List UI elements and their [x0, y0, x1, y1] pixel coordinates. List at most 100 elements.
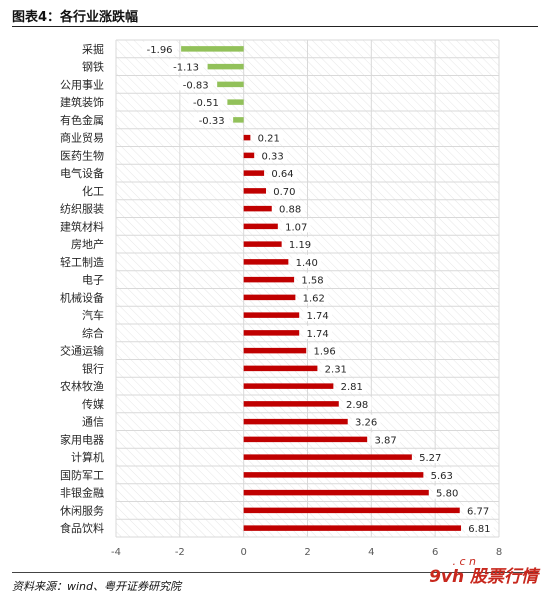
title-divider	[12, 26, 538, 27]
data-label-bg	[275, 201, 305, 215]
data-label-bg	[268, 166, 297, 180]
bar	[243, 507, 460, 514]
data-label: 1.62	[303, 293, 325, 304]
data-label-bg	[351, 414, 381, 428]
bar	[243, 454, 412, 460]
data-label: 1.07	[285, 222, 307, 233]
data-label: 6.81	[468, 524, 490, 535]
bar	[243, 436, 368, 443]
data-label: 1.40	[296, 258, 318, 269]
bar	[243, 241, 282, 247]
bar	[243, 134, 251, 141]
data-label: -0.33	[199, 116, 225, 127]
bar	[243, 259, 289, 265]
bar	[243, 418, 348, 425]
data-label: 2.81	[341, 382, 363, 393]
category-label: 家用电器	[60, 432, 104, 446]
x-tick-label: -2	[175, 547, 185, 558]
data-label-bg	[303, 308, 333, 322]
bar	[243, 401, 339, 407]
data-label: 0.64	[271, 169, 293, 180]
watermark-domain: . c n	[452, 555, 476, 568]
bar	[233, 117, 244, 123]
data-label-bg	[371, 432, 400, 446]
data-label: 3.87	[374, 435, 396, 446]
data-label-bg	[337, 379, 367, 393]
bar	[243, 188, 267, 194]
data-label: -1.96	[147, 45, 173, 56]
category-label: 电气设备	[60, 166, 104, 180]
data-label: 1.58	[301, 276, 323, 287]
category-label: 建筑装饰	[60, 95, 104, 109]
category-label: 纺织服装	[60, 202, 104, 216]
data-label-bg	[292, 254, 322, 268]
bar	[243, 383, 334, 389]
bar	[217, 81, 244, 88]
category-label: 国防军工	[60, 468, 104, 482]
category-label: 综合	[82, 326, 104, 340]
category-label: 银行	[82, 361, 104, 375]
category-label: 钢铁	[82, 61, 104, 74]
data-label-bg	[342, 396, 372, 410]
bar	[243, 276, 295, 283]
data-label-bg	[188, 95, 224, 109]
data-label: 0.33	[261, 151, 283, 162]
data-label: 1.74	[306, 311, 328, 322]
category-label: 休闲服务	[60, 503, 104, 517]
category-label: 交通运输	[60, 344, 104, 358]
category-label: 公用事业	[60, 78, 104, 91]
data-label-bg	[254, 130, 284, 144]
bar	[243, 152, 255, 159]
data-label: 0.21	[258, 134, 280, 145]
bar	[243, 170, 265, 176]
x-tick-label: 6	[432, 547, 438, 558]
category-label: 计算机	[71, 450, 104, 464]
data-label-bg	[142, 41, 178, 55]
data-label: 1.19	[289, 240, 311, 251]
data-label-bg	[310, 343, 340, 357]
data-label: 5.80	[436, 489, 458, 500]
category-label: 医药生物	[60, 148, 104, 162]
x-tick-label: 2	[304, 547, 310, 558]
chart-title: 图表4：各行业涨跌幅	[12, 10, 139, 25]
data-label-bg	[285, 237, 315, 251]
bar	[243, 365, 318, 372]
bar	[243, 294, 296, 301]
data-label-bg	[463, 503, 493, 517]
data-label-bg	[194, 112, 230, 126]
category-label: 食品饮料	[60, 521, 104, 535]
category-label: 轻工制造	[60, 255, 104, 269]
footer-divider	[12, 572, 538, 573]
data-label-bg	[321, 361, 351, 375]
bar	[181, 46, 244, 52]
data-label: 2.31	[325, 364, 347, 375]
data-label-bg	[298, 272, 327, 286]
data-label: 2.98	[346, 400, 368, 411]
data-label: -1.13	[173, 63, 199, 74]
data-label-bg	[258, 148, 287, 162]
data-label-bg	[465, 521, 494, 535]
data-label: -0.83	[183, 80, 209, 91]
bar	[243, 205, 272, 212]
bar	[207, 63, 244, 70]
category-label: 传媒	[82, 398, 104, 411]
category-label: 机械设备	[60, 290, 104, 304]
category-label: 非银金融	[60, 486, 104, 500]
source-note: 资料来源：wind、粤开证券研究院	[12, 580, 182, 593]
category-label: 电子	[82, 274, 104, 287]
category-label: 汽车	[82, 308, 104, 322]
category-label: 商业贸易	[60, 131, 104, 145]
data-label: 6.77	[467, 506, 489, 517]
category-label: 房地产	[71, 237, 104, 251]
category-label: 采掘	[82, 42, 104, 56]
bar	[243, 489, 429, 496]
bar	[243, 312, 300, 318]
data-label-bg	[178, 77, 214, 91]
bar	[243, 525, 462, 531]
data-label: 1.96	[313, 347, 335, 358]
bar	[227, 99, 244, 105]
category-label: 有色金属	[60, 113, 104, 127]
data-label-bg	[270, 183, 299, 197]
x-tick-label: -4	[111, 547, 121, 558]
data-label: 0.88	[279, 205, 301, 216]
